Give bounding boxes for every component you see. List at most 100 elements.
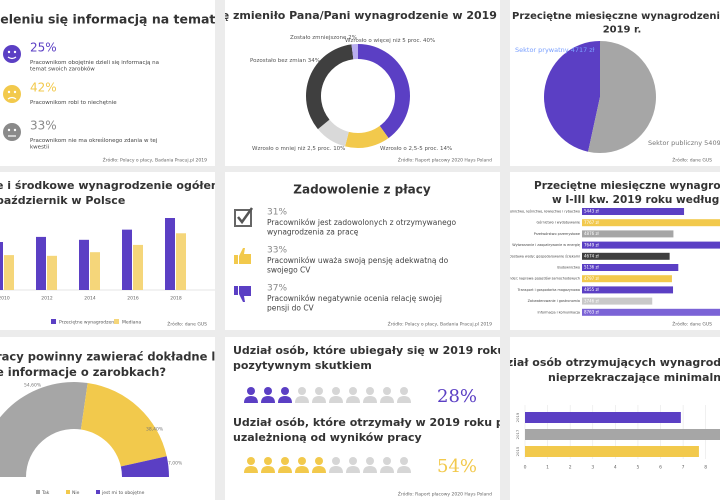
category-label: Informacja i komunikacja bbox=[538, 310, 580, 314]
bar-value-label: 3746 zł bbox=[584, 298, 600, 303]
source-note: Źródło: Polacy o płacy, Badania Pracuj.p… bbox=[103, 156, 208, 164]
bar bbox=[582, 241, 720, 249]
checkbox-tick bbox=[237, 207, 254, 225]
legend-swatch bbox=[36, 490, 40, 494]
segment-value: 40% bbox=[423, 38, 435, 44]
category-label: 2015 bbox=[515, 446, 520, 456]
person-head bbox=[332, 457, 340, 465]
stat-title: Udział osób, które otrzymały w 2019 roku… bbox=[233, 416, 539, 429]
person-body bbox=[295, 396, 309, 403]
person-head bbox=[315, 457, 323, 465]
bar-value-label: 8763 zł bbox=[584, 310, 600, 315]
face-eye bbox=[7, 90, 11, 94]
panel: Przeciętne miesięczne wynagrodzenie br w … bbox=[508, 172, 720, 330]
person-icon bbox=[244, 457, 258, 473]
segment-label: Wzrosło o mniej niż 2,5 proc. 10% bbox=[252, 146, 345, 152]
person-icon bbox=[295, 457, 309, 473]
bar bbox=[133, 244, 143, 290]
legend-swatch bbox=[96, 490, 100, 494]
person-icon bbox=[312, 387, 326, 403]
segment-value: 7,00% bbox=[168, 461, 183, 467]
category-label: 2019 bbox=[515, 412, 520, 422]
segment-label: Wzrosło o 2,5-5 proc. 14% bbox=[380, 146, 452, 152]
person-head bbox=[332, 387, 340, 395]
panel-title: Zadowolenie z płacy bbox=[293, 183, 431, 197]
donut-segment bbox=[351, 44, 358, 60]
person-body bbox=[397, 396, 411, 403]
donut-segment bbox=[345, 125, 389, 148]
panel-title: w I-III kw. 2019 roku według sektorów bbox=[552, 194, 720, 206]
face-mouth bbox=[7, 96, 17, 100]
person-icon bbox=[261, 457, 275, 473]
panel-title: ieleniu się informacją na temat pensji bbox=[0, 12, 262, 27]
person-body bbox=[380, 396, 394, 403]
panel-title: Przeciętne miesięczne wynagrodzenie brut… bbox=[512, 11, 720, 22]
person-head bbox=[281, 387, 289, 395]
slice-value: 5409 zł bbox=[704, 139, 720, 147]
panel-title: 2019 r. bbox=[603, 25, 642, 36]
person-body bbox=[244, 396, 258, 403]
person-icon bbox=[261, 387, 275, 403]
bar-value-label: 5136 zł bbox=[584, 265, 600, 270]
person-head bbox=[298, 457, 306, 465]
x-tick-label: 2012 bbox=[41, 296, 53, 302]
source-note: Źródło: dane GUS bbox=[167, 320, 207, 328]
panel-title: Udział osób otrzymujących wynagrodzenie bbox=[490, 356, 720, 369]
segment-value: 38,40% bbox=[146, 427, 164, 433]
bar-value-label: 4855 zł bbox=[584, 287, 600, 292]
category-label: 2017 bbox=[515, 429, 520, 439]
x-tick-label: 5 bbox=[637, 465, 640, 471]
x-tick-label: 3 bbox=[591, 465, 594, 471]
legend-label: Nie bbox=[72, 490, 80, 496]
category-label: Rolnictwo, leśnictwo, łowiectwo i rybact… bbox=[508, 210, 580, 214]
person-icon bbox=[346, 387, 360, 403]
legend-swatch bbox=[66, 490, 70, 494]
stat-text: Pracowników negatywnie ocenia relację sw… bbox=[267, 294, 444, 312]
person-icon bbox=[329, 387, 343, 403]
category-label: Górnictwo i wydobywanie bbox=[537, 221, 580, 225]
legend-label: Przeciętne wynagrodzenie bbox=[59, 320, 118, 326]
stat-text: Pracowników uważa swoją pensję adekwatną… bbox=[267, 256, 451, 274]
donut-segment bbox=[358, 44, 410, 139]
panel: ieleniu się informacją na temat pensji Źr… bbox=[0, 0, 262, 166]
person-body bbox=[363, 466, 377, 473]
panel: e i środkowe wynagrodzenie ogółem brutto… bbox=[0, 172, 215, 330]
x-tick-label: 2018 bbox=[170, 296, 182, 302]
stat-title: Udział osób, które ubiegały się w 2019 r… bbox=[233, 344, 592, 357]
slice-label: Sektor publiczny 5409 zł bbox=[648, 139, 720, 147]
x-tick-label: 6 bbox=[659, 465, 662, 471]
stat-value: 37% bbox=[267, 284, 287, 294]
checkbox-icon bbox=[234, 209, 252, 227]
stat-text: Pracownikom nie ma określonego zdania w … bbox=[30, 136, 159, 150]
segment-label: Pozostało bez zmian 34% bbox=[250, 58, 320, 64]
person-head bbox=[247, 387, 255, 395]
bar bbox=[4, 255, 14, 290]
x-tick-label: 4 bbox=[614, 465, 617, 471]
segment-value: 10% bbox=[333, 146, 345, 152]
bar bbox=[582, 219, 720, 227]
pie-slice bbox=[544, 41, 600, 152]
slice-value: 4717 zł bbox=[571, 46, 595, 54]
segment-value: 34% bbox=[308, 58, 320, 64]
thumb-hand bbox=[239, 286, 251, 302]
segment-name: Pozostało bez zmian bbox=[250, 58, 306, 64]
person-body bbox=[312, 466, 326, 473]
segment-name: Zostało zmniejszone bbox=[290, 35, 347, 41]
person-icon bbox=[397, 387, 411, 403]
segment-value: 2% bbox=[348, 35, 357, 41]
person-icon bbox=[244, 387, 258, 403]
person-body bbox=[329, 466, 343, 473]
stat-value: 54% bbox=[437, 456, 477, 477]
person-head bbox=[366, 457, 374, 465]
person-head bbox=[400, 387, 408, 395]
bar bbox=[582, 286, 674, 294]
face-icon bbox=[3, 85, 21, 103]
face-eye bbox=[13, 90, 17, 94]
person-head bbox=[383, 387, 391, 395]
thumb-cuff bbox=[234, 286, 238, 295]
x-tick-label: 2014 bbox=[84, 296, 96, 302]
panel-title: październik w Polsce bbox=[0, 194, 125, 207]
legend-label: jest mi to obojętne bbox=[101, 490, 145, 496]
person-icon bbox=[363, 457, 377, 473]
